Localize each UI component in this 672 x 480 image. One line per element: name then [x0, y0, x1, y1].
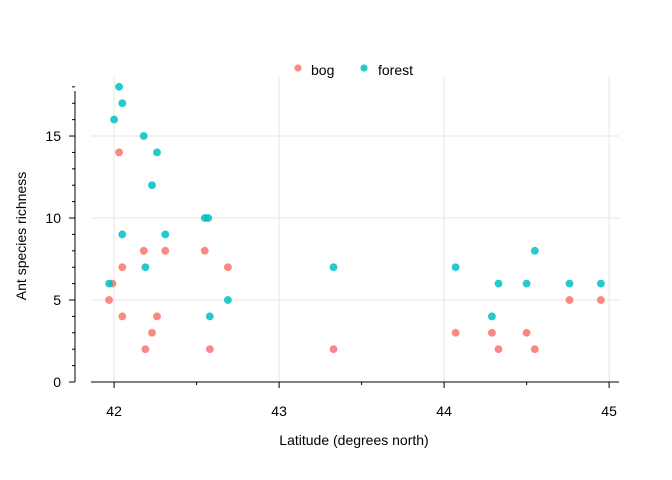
legend-label-bog: bog — [311, 62, 334, 78]
point-forest — [565, 279, 574, 288]
point-bog — [451, 328, 460, 337]
legend-marker-bog — [294, 64, 302, 72]
point-forest — [139, 131, 148, 140]
point-bog — [118, 312, 127, 321]
point-bog — [139, 246, 148, 255]
point-bog — [565, 295, 574, 304]
point-bog — [530, 345, 539, 354]
point-bog — [141, 345, 150, 354]
point-forest — [596, 279, 605, 288]
legend: bog forest — [294, 62, 413, 78]
y-tick-label: 15 — [45, 128, 61, 144]
point-bog — [105, 295, 114, 304]
point-forest — [205, 312, 214, 321]
point-bog — [596, 295, 605, 304]
point-forest — [118, 99, 127, 108]
point-forest — [451, 263, 460, 272]
point-bog — [494, 345, 503, 354]
point-bog — [115, 148, 124, 157]
point-forest — [494, 279, 503, 288]
x-tick-label: 42 — [106, 403, 122, 419]
point-forest — [329, 263, 338, 272]
point-forest — [152, 148, 161, 157]
point-bog — [487, 328, 496, 337]
point-forest — [487, 312, 496, 321]
x-axis-title: Latitude (degrees north) — [279, 432, 428, 448]
legend-label-forest: forest — [378, 62, 413, 78]
point-bog — [205, 345, 214, 354]
x-tick-label: 43 — [271, 403, 287, 419]
legend-marker-forest — [360, 64, 368, 72]
point-forest — [105, 279, 114, 288]
x-tick-label: 45 — [601, 403, 617, 419]
point-bog — [329, 345, 338, 354]
y-tick-label: 5 — [53, 292, 61, 308]
point-bog — [522, 328, 531, 337]
point-bog — [147, 328, 156, 337]
y-tick-label: 0 — [53, 374, 61, 390]
y-axis-title: Ant species richness — [13, 172, 29, 300]
point-forest — [141, 263, 150, 272]
axes — [74, 91, 619, 383]
point-bog — [223, 263, 232, 272]
point-forest — [115, 82, 124, 91]
point-forest — [530, 246, 539, 255]
point-bog — [152, 312, 161, 321]
ticks: 42 43 44 45 0 5 10 15 — [45, 86, 617, 419]
y-tick-label: 10 — [45, 210, 61, 226]
point-forest — [223, 295, 232, 304]
point-bog — [200, 246, 209, 255]
point-forest — [522, 279, 531, 288]
point-bog — [118, 263, 127, 272]
point-forest — [204, 213, 213, 222]
grid — [91, 77, 619, 383]
point-forest — [147, 181, 156, 190]
point-forest — [118, 230, 127, 239]
point-forest — [110, 115, 119, 124]
x-tick-label: 44 — [436, 403, 452, 419]
point-bog — [161, 246, 170, 255]
point-forest — [161, 230, 170, 239]
data-points — [105, 82, 605, 354]
